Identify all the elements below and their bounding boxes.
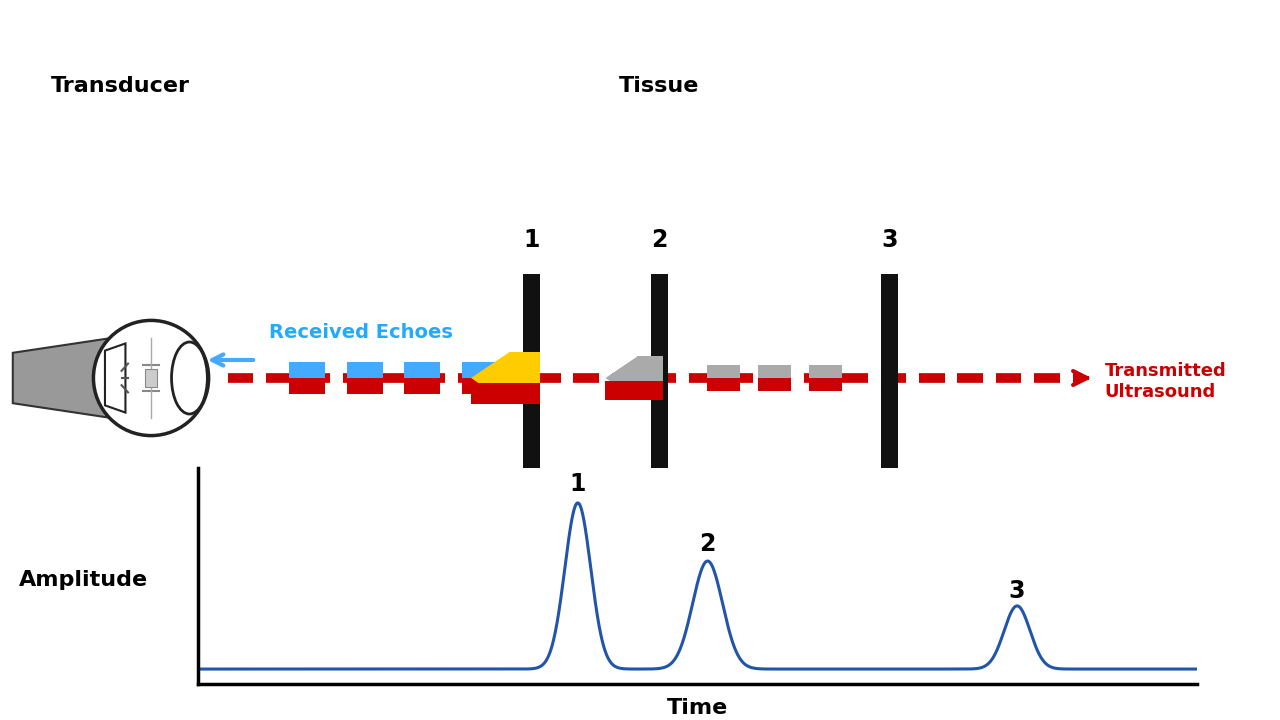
Ellipse shape <box>172 342 207 414</box>
Bar <box>289 378 325 394</box>
Bar <box>605 381 663 400</box>
Text: Transmitted
Ultrasound: Transmitted Ultrasound <box>1105 362 1226 401</box>
Polygon shape <box>471 352 509 404</box>
Bar <box>637 356 663 400</box>
Text: Transducer: Transducer <box>51 76 191 96</box>
Text: Tissue: Tissue <box>620 76 699 96</box>
Bar <box>462 378 498 394</box>
Bar <box>462 362 498 378</box>
Bar <box>509 352 540 404</box>
Bar <box>758 378 791 391</box>
Bar <box>707 378 740 391</box>
Ellipse shape <box>93 320 209 436</box>
Bar <box>404 362 440 378</box>
Polygon shape <box>105 343 125 413</box>
Text: 2: 2 <box>699 532 716 556</box>
Text: 3: 3 <box>1009 579 1025 603</box>
Bar <box>809 365 842 378</box>
Bar <box>881 274 899 468</box>
Polygon shape <box>605 356 637 400</box>
Bar <box>524 274 540 468</box>
Bar <box>289 362 325 378</box>
X-axis label: Time: Time <box>667 698 728 718</box>
Bar <box>145 369 157 387</box>
Text: Received Echoes: Received Echoes <box>269 323 453 342</box>
Bar <box>347 378 383 394</box>
Text: 3: 3 <box>882 228 897 252</box>
Bar <box>347 362 383 378</box>
Text: Amplitude: Amplitude <box>19 570 147 590</box>
Bar <box>758 365 791 378</box>
Bar <box>404 378 440 394</box>
Text: 1: 1 <box>524 228 539 252</box>
Bar <box>809 378 842 391</box>
Bar <box>652 274 668 468</box>
Bar <box>471 383 540 404</box>
Text: 2: 2 <box>652 228 667 252</box>
Text: 1: 1 <box>570 472 586 496</box>
Polygon shape <box>13 338 109 418</box>
Bar <box>707 365 740 378</box>
